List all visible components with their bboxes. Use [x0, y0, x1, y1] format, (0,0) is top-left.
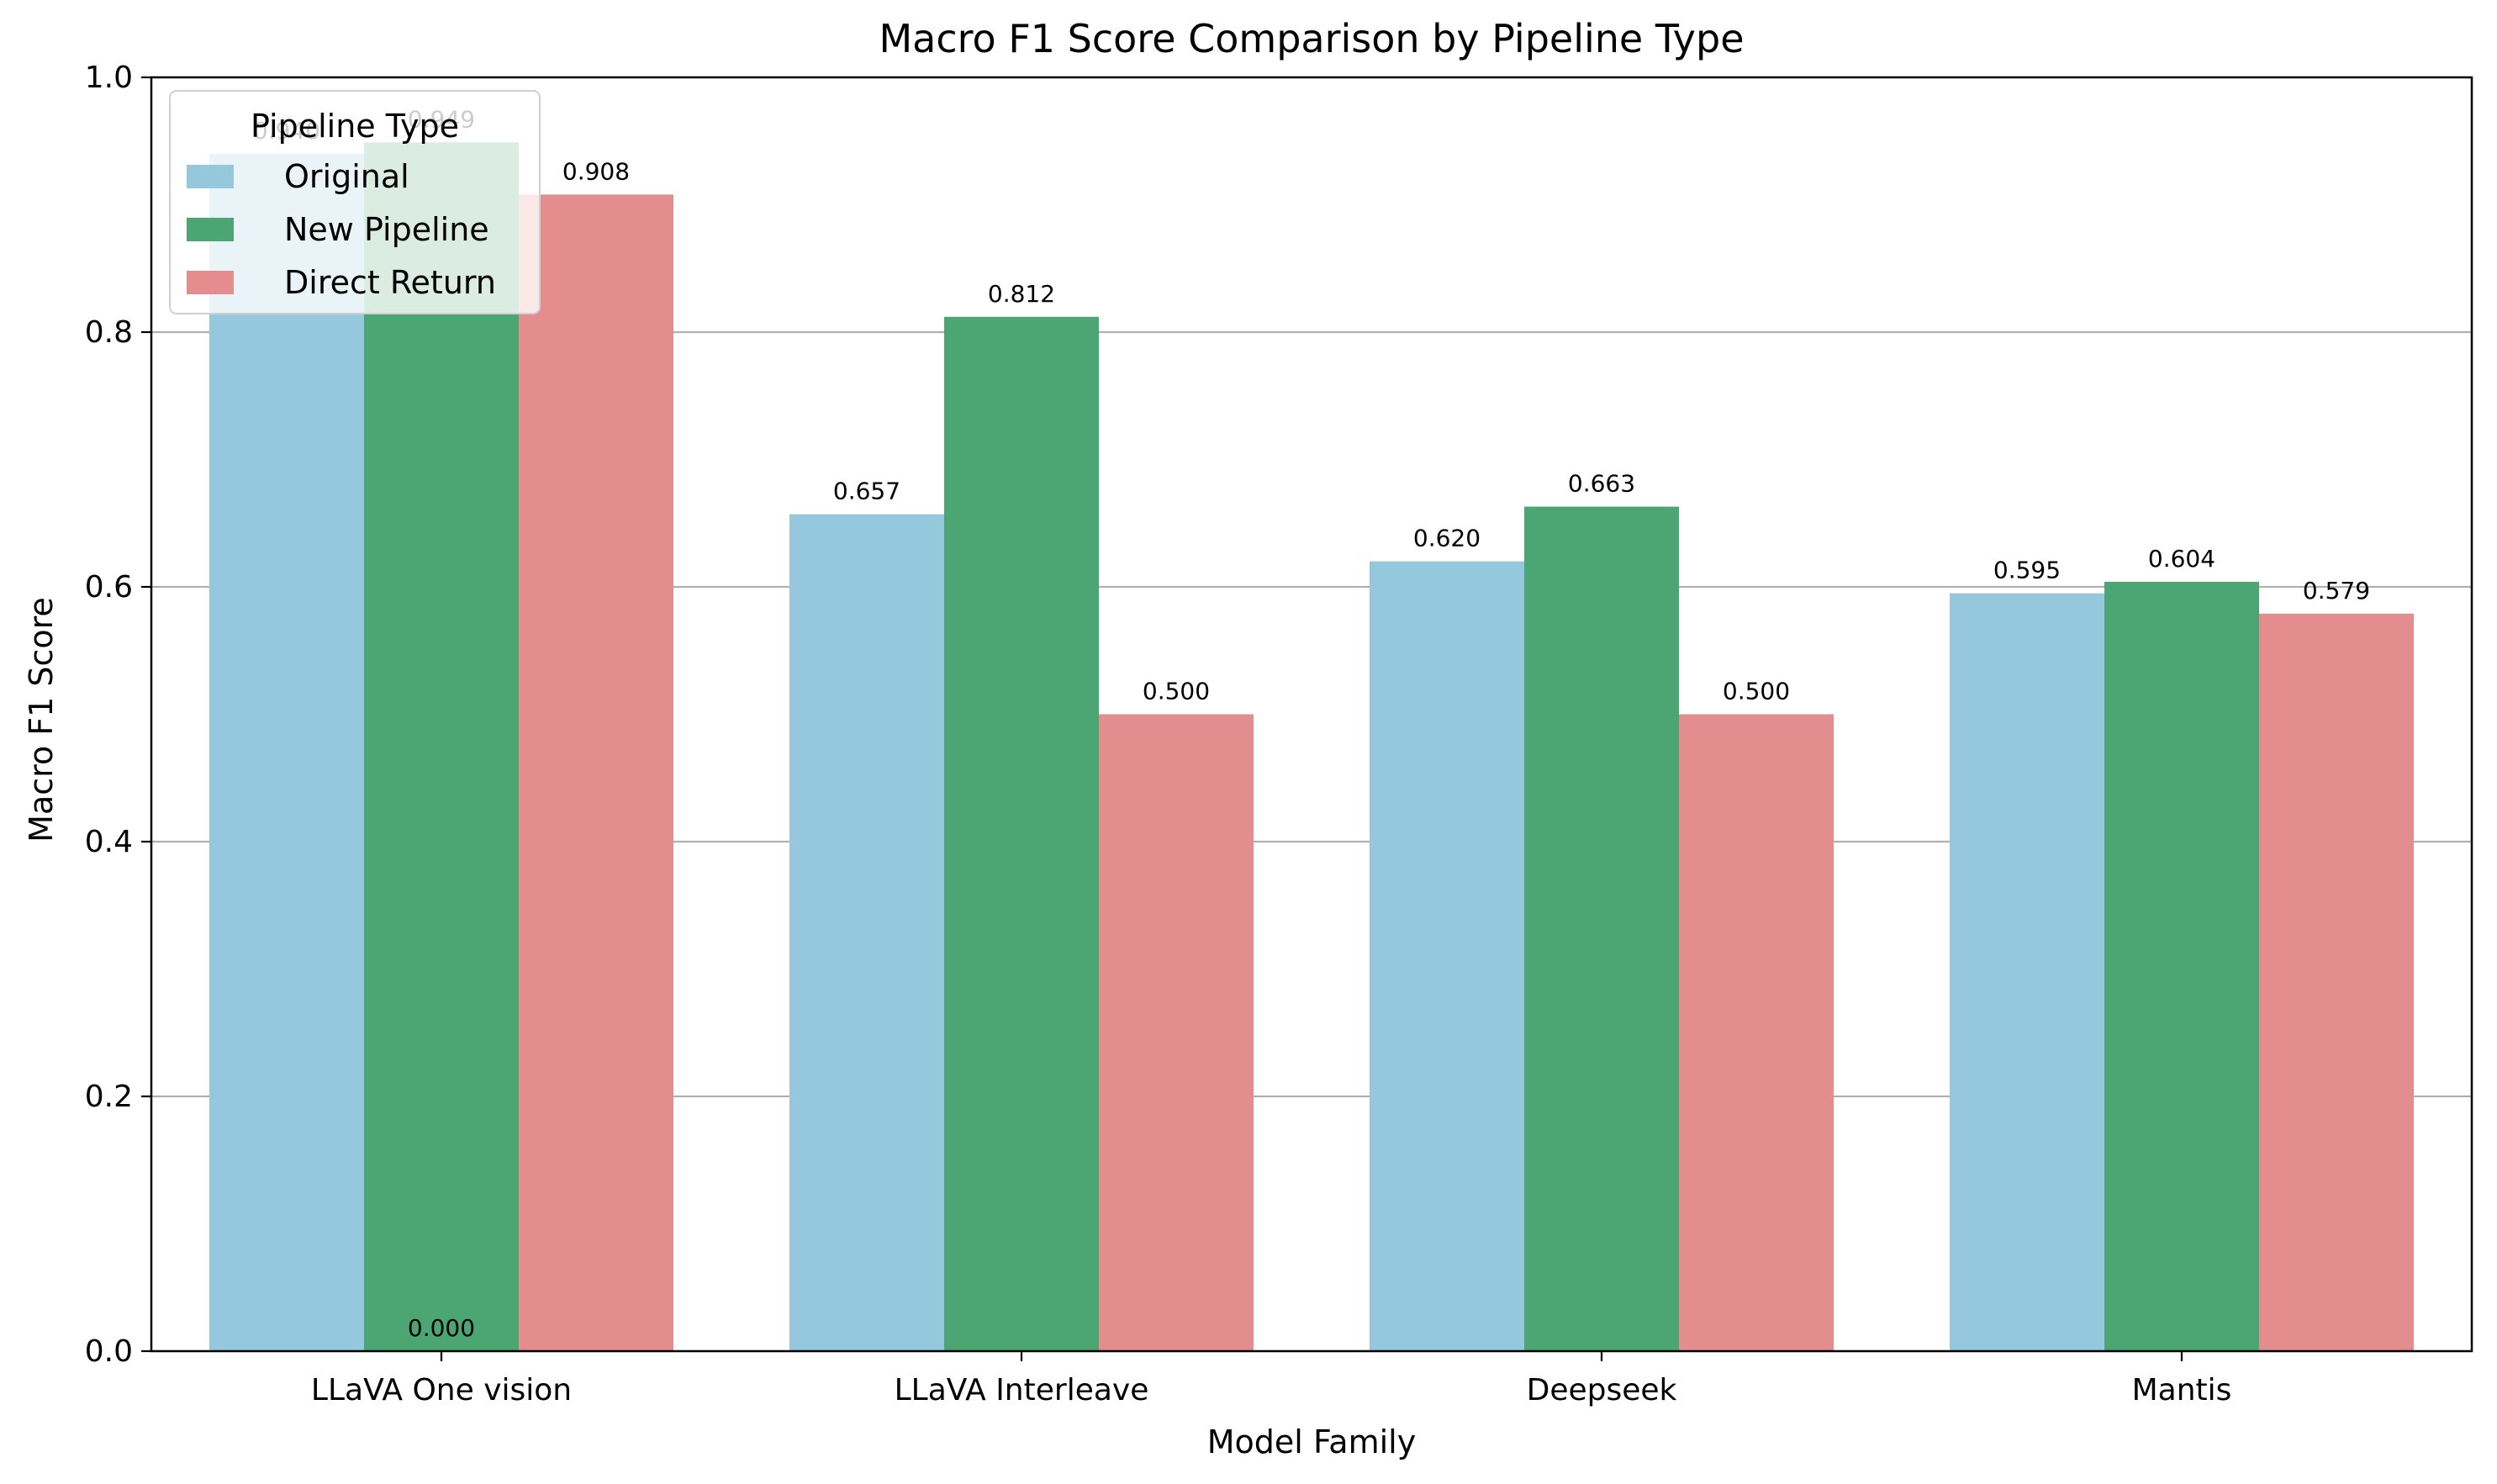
bar	[364, 142, 519, 1351]
bar	[2259, 613, 2414, 1351]
bar	[1370, 561, 1524, 1351]
bar	[519, 194, 673, 1351]
plot-frame	[150, 76, 2473, 1353]
x-axis-title: Model Family	[1207, 1423, 1416, 1460]
data-label: 0.908	[562, 157, 630, 185]
x-tick-label: LLaVA Interleave	[895, 1373, 1149, 1407]
bar	[2104, 581, 2259, 1351]
bar	[1950, 593, 2104, 1351]
y-tick-label: 1.0	[85, 61, 133, 95]
bar	[1099, 714, 1254, 1351]
legend: Pipeline Type Original New Pipeline Direct…	[169, 90, 541, 314]
x-tick-label: Mantis	[2132, 1373, 2232, 1407]
data-label: 0.812	[988, 280, 1055, 308]
y-tick-label: 0.6	[85, 570, 133, 605]
legend-entry-label: New Pipeline	[284, 211, 489, 248]
legend-swatch	[187, 271, 234, 294]
data-label: 0.620	[1413, 525, 1481, 552]
data-label-annotation: 0.000	[408, 1314, 475, 1342]
y-tick-label: 0.4	[85, 825, 133, 859]
data-label: 0.663	[1568, 470, 1635, 498]
bar	[944, 316, 1099, 1351]
legend-entry-label: Original	[284, 158, 409, 195]
y-tick-label: 0.8	[85, 315, 133, 350]
data-label: 0.579	[2303, 577, 2370, 605]
x-tick-label: LLaVA One vision	[311, 1373, 572, 1407]
legend-entry-label: Direct Return	[284, 264, 496, 301]
bar	[1524, 506, 1679, 1351]
data-label: 0.604	[2148, 545, 2215, 573]
bars	[209, 142, 2414, 1351]
y-tick-label: 0.2	[85, 1080, 133, 1114]
data-label: 0.595	[1993, 557, 2061, 584]
data-label: 0.500	[1143, 678, 1210, 705]
y-axis-title: Macro F1 Score	[23, 597, 60, 842]
bar	[1679, 714, 1834, 1351]
legend-box	[169, 90, 541, 314]
x-tick-label: Deepseek	[1527, 1373, 1677, 1407]
data-label: 0.657	[833, 478, 900, 505]
legend-title: Pipeline Type	[251, 108, 459, 145]
bar	[789, 514, 944, 1351]
y-tick-label: 0.0	[85, 1334, 133, 1369]
data-label: 0.500	[1723, 678, 1790, 705]
legend-swatch	[187, 218, 234, 241]
axes: 0.0 0.2 0.4 0.6 0.8 1.0 LLaVA One vision LLaVA …	[85, 61, 2232, 1407]
chart-title: Macro F1 Score Comparison by Pipeline Ty…	[879, 16, 1744, 61]
bar	[209, 153, 364, 1351]
legend-swatch	[187, 165, 234, 188]
